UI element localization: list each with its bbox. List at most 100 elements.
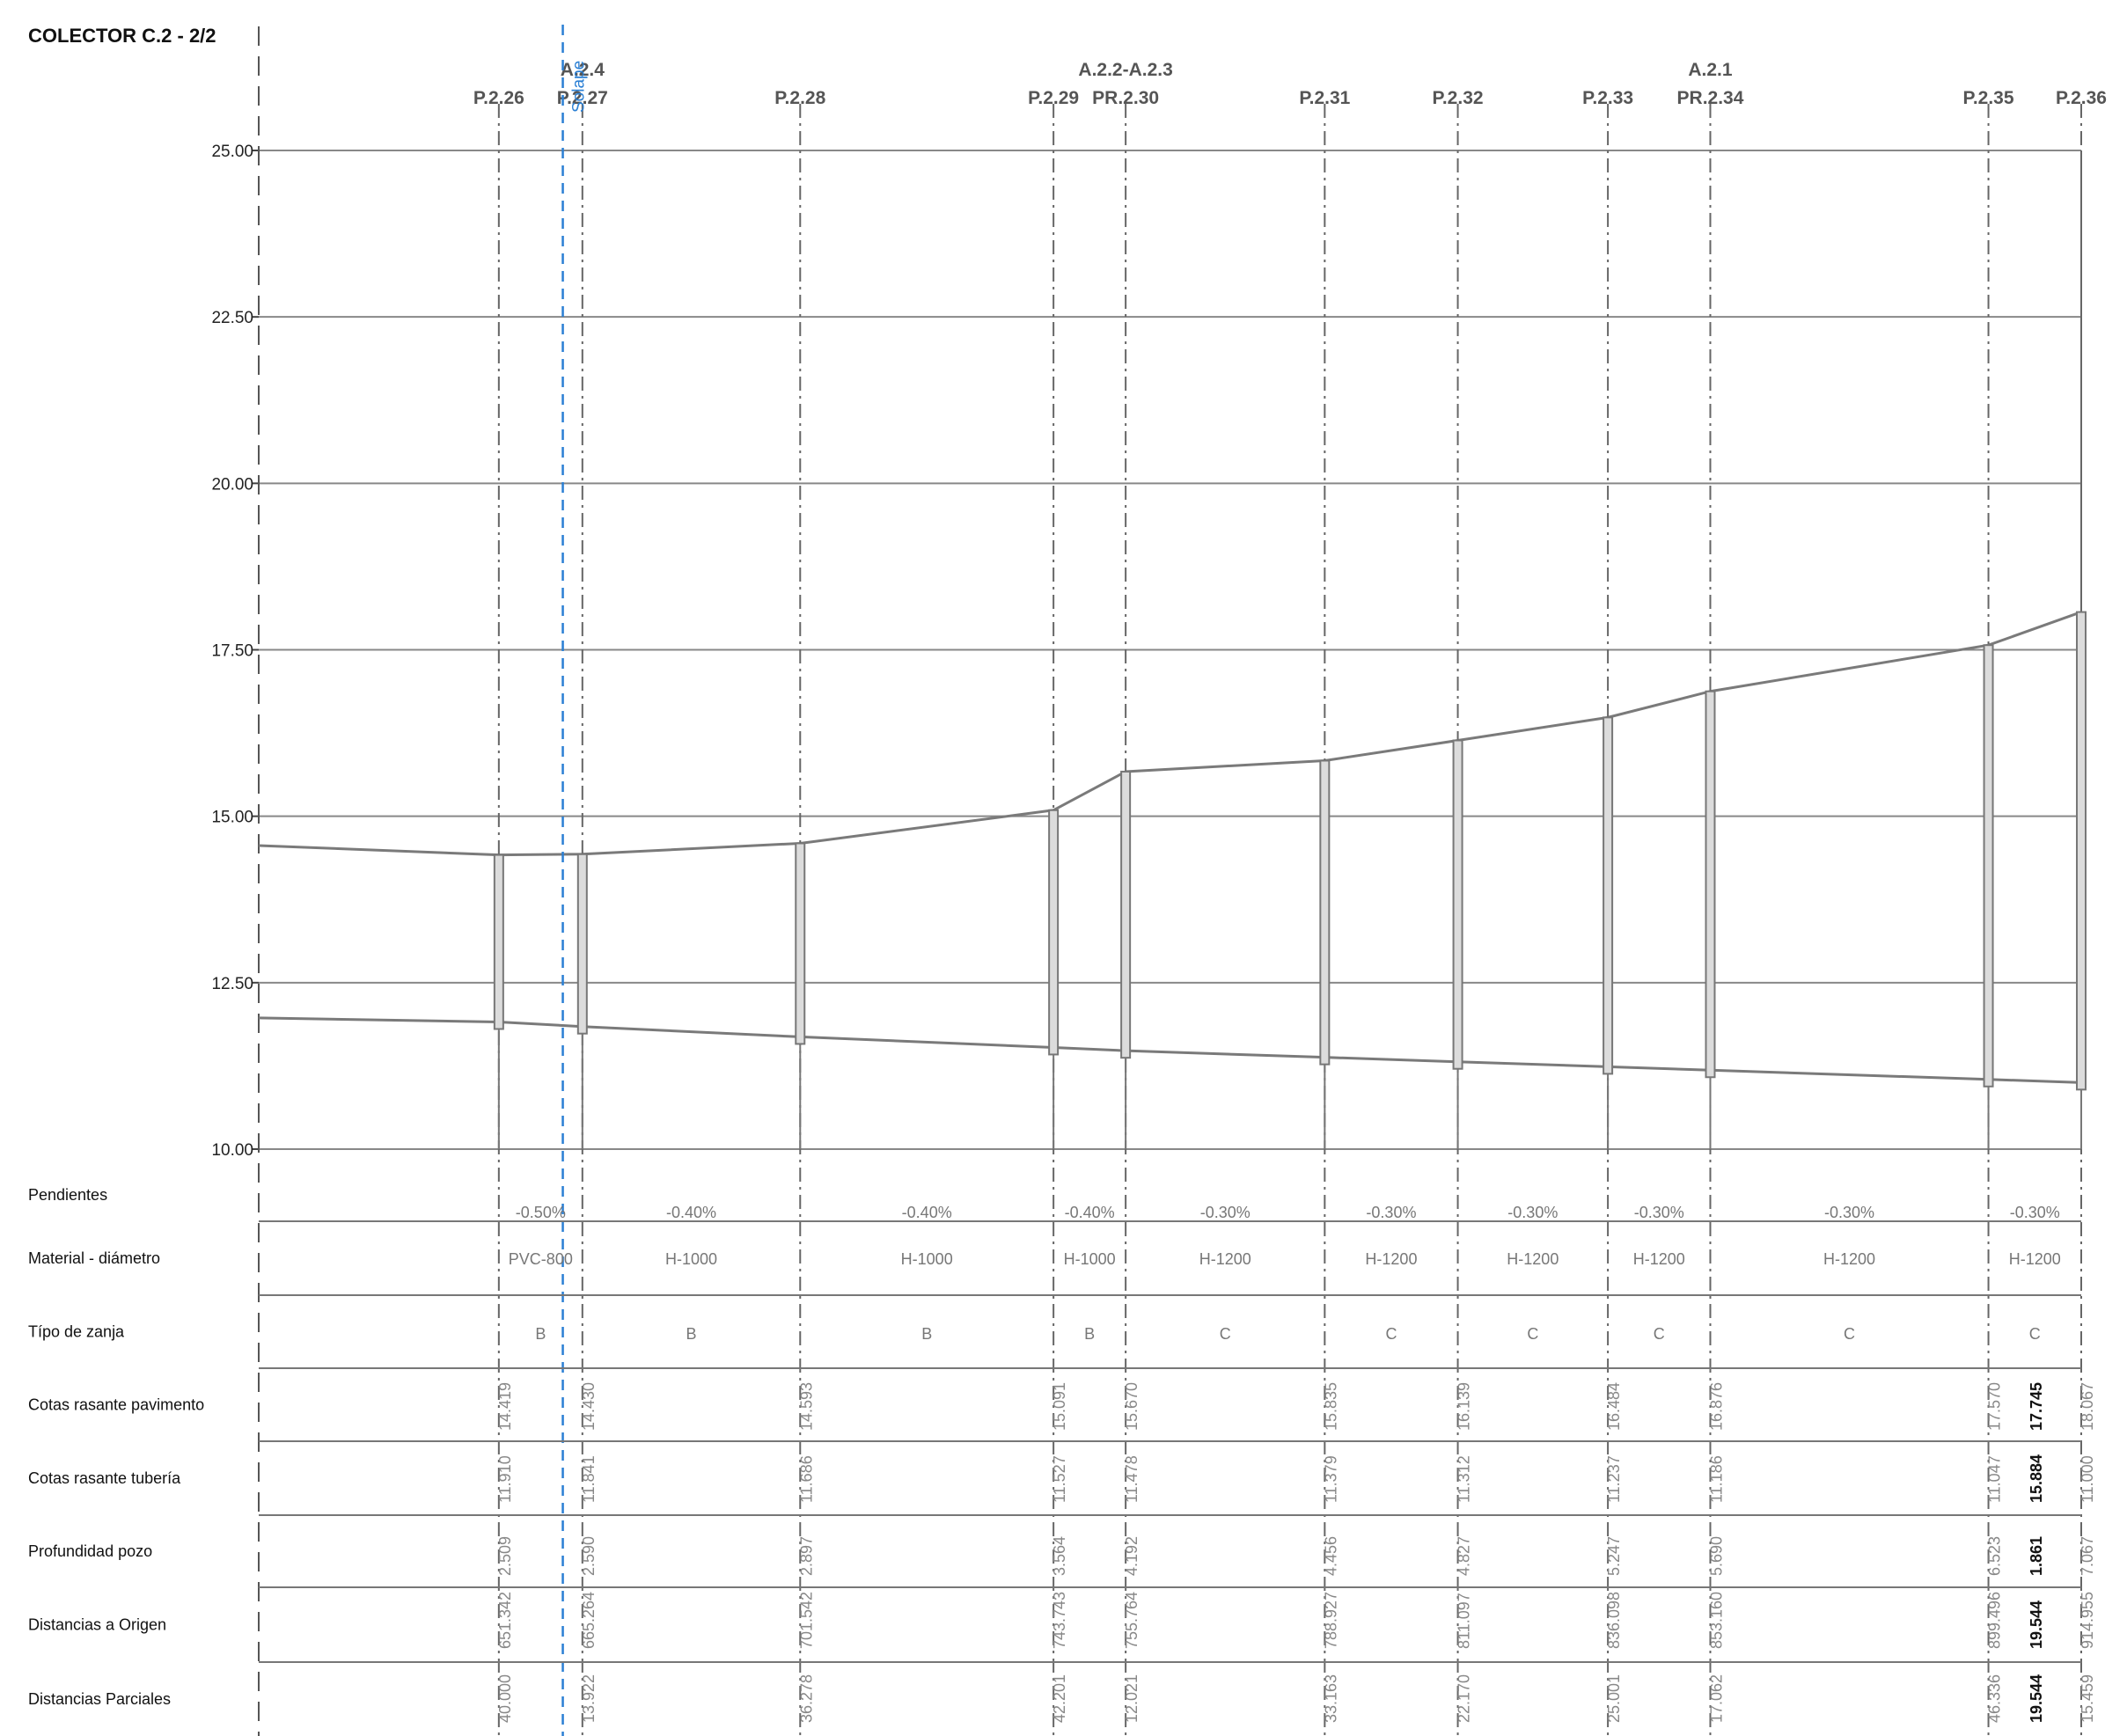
manhole-label: P.2.26 (473, 88, 524, 108)
ground-level-value: 15.835 (1322, 1382, 1339, 1431)
pipe-level-value: 11.047 (1986, 1455, 2004, 1503)
branch-label: A.2.4 (561, 60, 605, 80)
trench-value: B (686, 1325, 697, 1343)
slope-value: -0.40% (1065, 1204, 1115, 1221)
manhole-shaft (1319, 759, 1331, 1066)
branch-label: A.2.2-A.2.3 (1078, 60, 1172, 80)
distance-origin-value: 743.743 (1051, 1592, 1068, 1649)
material-value: H-1200 (1365, 1250, 1417, 1268)
distance-partial-value: 12.021 (1123, 1674, 1141, 1723)
table-row-label: Distancias Parciales (28, 1690, 171, 1708)
pipe-level-value: 11.686 (797, 1455, 815, 1503)
drawing-title: COLECTOR C.2 - 2/2 (28, 25, 216, 47)
slope-value: -0.30% (2010, 1204, 2060, 1221)
depth-value: 4.827 (1456, 1536, 1473, 1576)
pipe-level-value: 11.478 (1123, 1455, 1141, 1503)
trench-value: C (1527, 1325, 1538, 1343)
depth-value: 2.590 (580, 1536, 598, 1576)
overlap-marker: Solape (561, 25, 589, 1736)
distance-origin-value: 665.264 (580, 1592, 598, 1649)
manhole-shaft (795, 842, 806, 1045)
distance-origin-value: 811.097 (1456, 1593, 1473, 1649)
profile-lines (258, 611, 2082, 1084)
manhole-label: PR.2.30 (1092, 88, 1159, 108)
depth-value: 6.523 (1986, 1536, 2004, 1576)
ground-level-value: 17.570 (1986, 1382, 2004, 1431)
material-value: H-1200 (1823, 1250, 1875, 1268)
material-value: H-1200 (1507, 1250, 1559, 1268)
manhole-label: P.2.36 (2056, 88, 2107, 108)
manhole-shaft (1983, 644, 1994, 1088)
material-value: H-1000 (901, 1250, 953, 1268)
material-value: H-1200 (1633, 1250, 1685, 1268)
slope-value: -0.30% (1634, 1204, 1684, 1221)
trench-value: C (1654, 1325, 1665, 1343)
distance-origin-value: 755.764 (1123, 1592, 1141, 1649)
trench-value: C (1844, 1325, 1855, 1343)
manhole-shaft (1048, 809, 1060, 1056)
table-row-label: Pendientes (28, 1186, 107, 1204)
table-row-label: Cotas rasante tubería (28, 1469, 181, 1487)
distance-partial-value: 17.062 (1707, 1674, 1725, 1723)
table-row-label: Cotas rasante pavimento (28, 1396, 204, 1414)
trench-value: C (1220, 1325, 1231, 1343)
pipe-level-value: 11.186 (1707, 1455, 1725, 1503)
slope-value: -0.30% (1366, 1204, 1416, 1221)
manhole-label: P.2.31 (1299, 88, 1350, 108)
manhole-shaft (1705, 690, 1716, 1079)
pipe-level-value: 11.000 (2079, 1455, 2096, 1503)
y-tick-label: 25.00 (211, 143, 253, 161)
table-row-label: Distancias a Origen (28, 1616, 166, 1634)
distance-partial-value: 15.459 (2079, 1674, 2096, 1723)
ground-profile-line (258, 611, 2082, 857)
distance-partial-value: 40.000 (496, 1674, 514, 1723)
manhole-shaft (1120, 770, 1132, 1059)
overlap-extra-value: 19.544 (2028, 1600, 2045, 1649)
distance-partial-value: 33.163 (1322, 1674, 1339, 1723)
slope-value: -0.30% (1824, 1204, 1874, 1221)
slope-value: -0.40% (902, 1204, 952, 1221)
overlap-label: Solape (570, 61, 589, 113)
manhole-label: PR.2.34 (1677, 88, 1744, 108)
ground-level-value: 16.876 (1707, 1382, 1725, 1431)
manhole-markers: P.2.26 P.2.27 A.2.4 P.2.28 P.2.29 PR.2.30 A.2.… (473, 60, 2107, 1736)
material-value: PVC-800 (509, 1250, 573, 1268)
slope-value: -0.30% (1200, 1204, 1251, 1221)
pipe-level-value: 11.379 (1322, 1455, 1339, 1503)
distance-origin-value: 899.496 (1986, 1592, 2004, 1649)
ground-level-value: 14.419 (496, 1382, 514, 1431)
distance-origin-value: 788.927 (1322, 1592, 1339, 1649)
trench-value: C (2029, 1325, 2041, 1343)
table-row-label: Profundidad pozo (28, 1542, 152, 1560)
overlap-extra-value: 15.884 (2028, 1454, 2045, 1503)
ground-level-value: 14.430 (580, 1382, 598, 1431)
table-row-label: Típo de zanja (28, 1323, 125, 1341)
y-tick-label: 12.50 (211, 975, 253, 993)
manhole-label: P.2.32 (1433, 88, 1484, 108)
depth-value: 5.690 (1707, 1536, 1725, 1576)
ground-level-value: 16.484 (1605, 1382, 1623, 1431)
overlap-extra-value: 1.861 (2028, 1536, 2045, 1576)
material-value: H-1000 (1064, 1250, 1116, 1268)
depth-value: 2.509 (496, 1536, 514, 1576)
distance-origin-value: 914.955 (2079, 1592, 2096, 1649)
distance-origin-value: 836.098 (1605, 1592, 1623, 1649)
manhole-shaft (1452, 739, 1463, 1070)
distance-partial-value: 13.922 (580, 1674, 598, 1723)
pipe-level-value: 11.237 (1605, 1455, 1623, 1503)
manhole-shaft (576, 853, 588, 1035)
depth-value: 3.564 (1051, 1536, 1068, 1576)
pipe-level-value: 11.841 (580, 1455, 598, 1503)
elevation-grid: 25.00 22.50 20.00 17.50 15.00 12.50 10.00 (211, 26, 2082, 1736)
distance-partial-value: 46.336 (1986, 1674, 2004, 1723)
table-row-label: Material - diámetro (28, 1249, 160, 1267)
material-value: H-1200 (2009, 1250, 2061, 1268)
distance-partial-value: 25.001 (1605, 1674, 1623, 1723)
y-tick-label: 10.00 (211, 1141, 253, 1160)
overlap-extra-value: 17.745 (2028, 1382, 2045, 1431)
data-table: Pendientes Material - diámetro Típo de zan… (28, 1186, 2096, 1723)
pipe-level-value: 11.527 (1051, 1455, 1068, 1503)
depth-value: 5.247 (1605, 1536, 1623, 1576)
